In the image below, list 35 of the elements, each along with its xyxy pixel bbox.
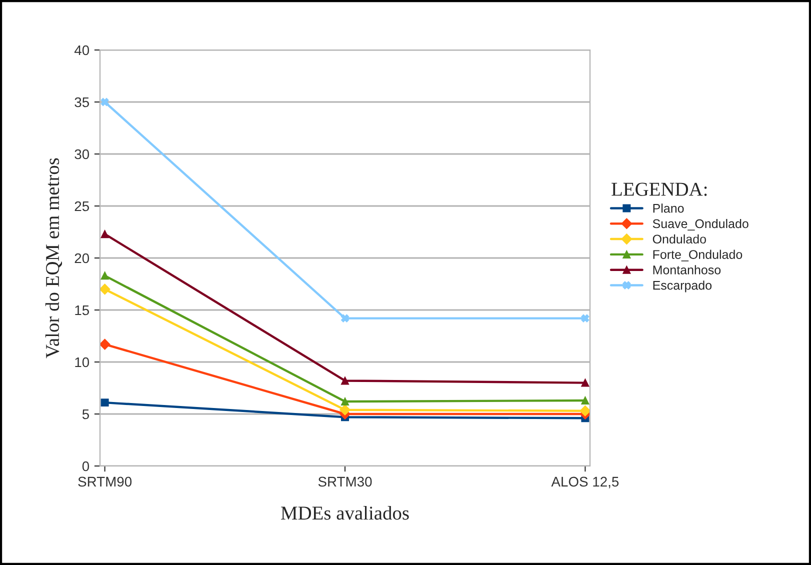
x-tick-label: SRTM30 — [318, 476, 372, 487]
legend-label: Plano — [653, 204, 684, 213]
legend-label: Forte_Ondulado — [653, 250, 742, 262]
x-tick-label: SRTM90 — [78, 476, 132, 487]
x-tick-label: ALOS 12,5 — [551, 476, 619, 488]
point — [341, 398, 349, 406]
legend-label: Montanhoso — [653, 265, 721, 274]
point — [581, 396, 590, 404]
point — [341, 376, 349, 385]
y-tick-label: 0 — [82, 461, 90, 472]
y-tick-label: 10 — [75, 357, 90, 368]
point — [100, 98, 109, 106]
y-tick-label: 5 — [82, 409, 89, 420]
y-axis-title: Valor do EQM em metros — [45, 158, 62, 358]
y-tick-label: 40 — [74, 45, 90, 56]
y-tick-label: 30 — [74, 149, 90, 160]
legend-title: LEGENDA: — [612, 182, 707, 196]
point — [340, 404, 350, 416]
y-tick-label: 20 — [74, 253, 90, 264]
y-tick-label: 25 — [74, 201, 90, 212]
point — [581, 314, 590, 322]
y-tick-label: 15 — [75, 305, 90, 316]
point — [100, 284, 110, 295]
x-axis-title: MDEs avaliados — [281, 506, 409, 520]
point — [100, 272, 109, 280]
point — [100, 230, 109, 238]
legend-label: Escarpado — [653, 280, 712, 292]
y-tick-label: 35 — [74, 97, 90, 108]
legend-label: Ondulado — [652, 234, 706, 244]
point — [580, 405, 590, 416]
point — [341, 314, 349, 322]
point — [100, 398, 109, 407]
point — [581, 378, 590, 387]
legend-label: Suave_Ondulado — [652, 218, 748, 231]
point — [100, 338, 110, 350]
